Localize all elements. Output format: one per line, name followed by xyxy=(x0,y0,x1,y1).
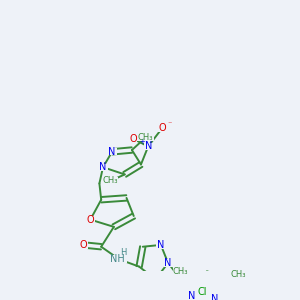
Text: O: O xyxy=(129,134,136,144)
FancyBboxPatch shape xyxy=(187,292,196,299)
Text: Cl: Cl xyxy=(198,287,207,297)
Text: O: O xyxy=(86,214,94,225)
FancyBboxPatch shape xyxy=(211,296,220,300)
Text: N: N xyxy=(164,258,172,268)
FancyBboxPatch shape xyxy=(156,241,165,248)
Text: ⁻: ⁻ xyxy=(168,119,172,128)
Text: N: N xyxy=(212,294,219,300)
FancyBboxPatch shape xyxy=(79,241,88,248)
FancyBboxPatch shape xyxy=(107,148,117,155)
Text: N: N xyxy=(188,290,195,300)
Text: CH₃: CH₃ xyxy=(173,267,188,276)
Text: N: N xyxy=(145,141,152,152)
FancyBboxPatch shape xyxy=(86,216,95,223)
FancyBboxPatch shape xyxy=(230,271,247,279)
FancyBboxPatch shape xyxy=(197,288,208,296)
Text: CH₃: CH₃ xyxy=(231,270,246,279)
Text: CH₃: CH₃ xyxy=(103,176,118,185)
Text: H: H xyxy=(120,248,126,257)
FancyBboxPatch shape xyxy=(164,260,172,267)
FancyBboxPatch shape xyxy=(128,136,137,143)
Text: O: O xyxy=(159,123,167,133)
FancyBboxPatch shape xyxy=(172,267,189,275)
FancyBboxPatch shape xyxy=(158,125,167,132)
Text: O: O xyxy=(79,240,87,250)
FancyBboxPatch shape xyxy=(112,255,127,263)
Text: N: N xyxy=(157,240,164,250)
FancyBboxPatch shape xyxy=(98,164,107,171)
FancyBboxPatch shape xyxy=(102,177,119,185)
Text: NH: NH xyxy=(110,254,125,264)
FancyBboxPatch shape xyxy=(144,143,153,150)
Text: N: N xyxy=(108,147,116,157)
Text: +: + xyxy=(139,139,145,145)
FancyBboxPatch shape xyxy=(137,133,154,141)
Text: CH₃: CH₃ xyxy=(138,133,153,142)
Text: N: N xyxy=(99,162,107,172)
